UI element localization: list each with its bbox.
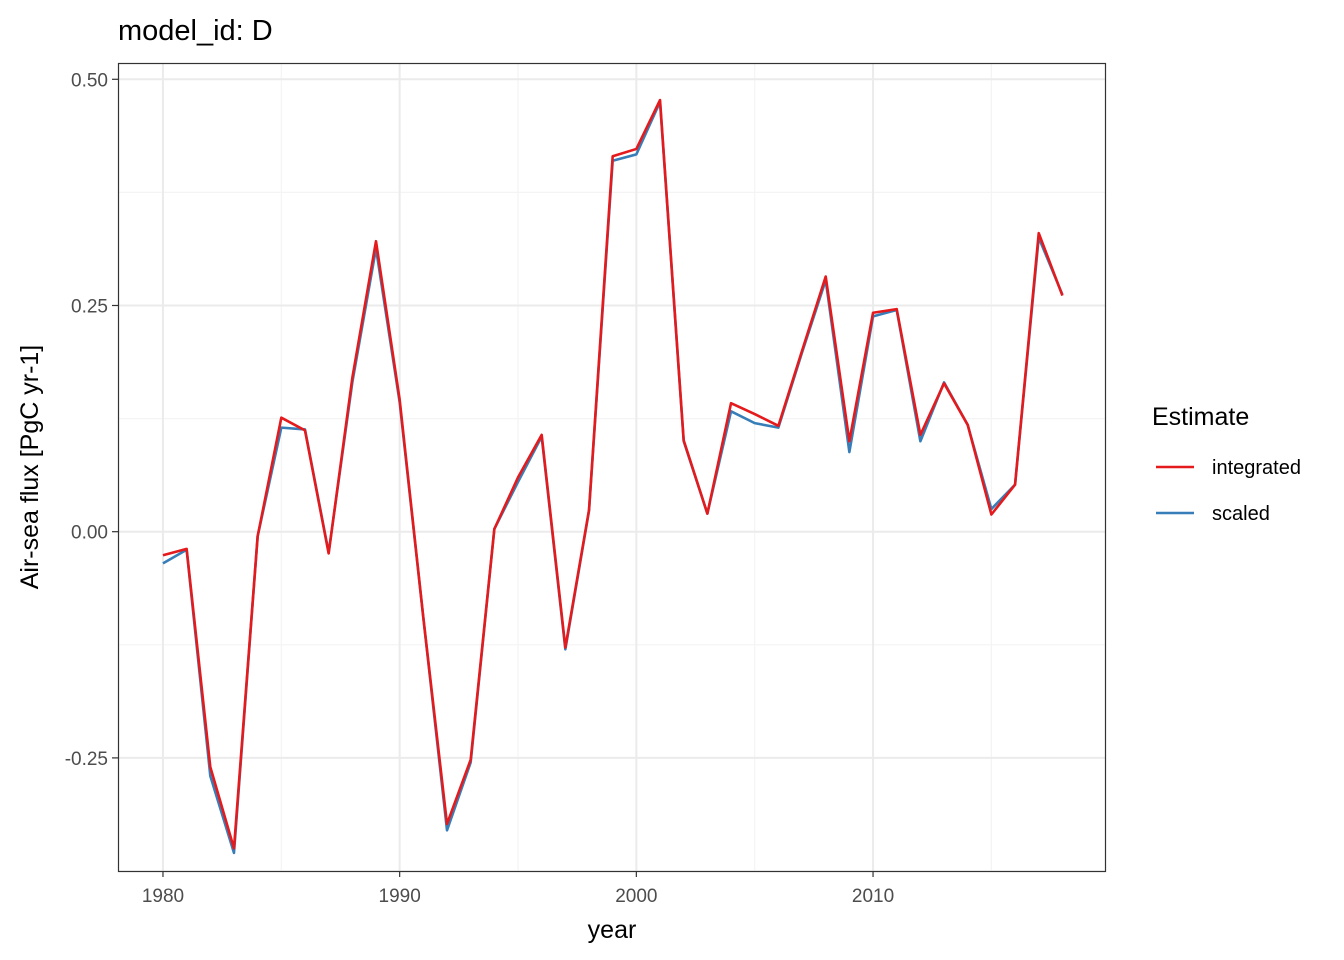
chart-title: model_id: D [118, 15, 273, 47]
legend-title: Estimate [1152, 403, 1249, 431]
panel-border [117, 62, 1107, 873]
x-tick-label: 1990 [379, 886, 421, 907]
legend-label-scaled: scaled [1212, 503, 1270, 525]
series-lines [162, 98, 1064, 855]
major-gridlines [118, 63, 1105, 871]
y-axis: 0.50 0.25 0.00 -0.25 [65, 70, 118, 770]
y-axis-title: Air-sea flux [PgC yr-1] [16, 345, 44, 590]
legend: Estimate integrated scaled [1152, 403, 1301, 525]
legend-entries: integrated scaled [1156, 457, 1301, 525]
x-tick-label: 1980 [142, 886, 184, 907]
y-tick-label: 0.50 [71, 70, 108, 91]
x-tick-label: 2000 [615, 886, 657, 907]
x-axis-title: year [588, 916, 637, 944]
legend-label-integrated: integrated [1212, 457, 1301, 479]
x-axis: 1980 1990 2000 2010 [142, 871, 894, 907]
series-line-scaled [162, 100, 1064, 855]
y-tick-label: -0.25 [65, 749, 108, 770]
x-tick-label: 2010 [852, 886, 894, 907]
y-tick-label: 0.00 [71, 523, 108, 544]
series-line-integrated [162, 98, 1064, 850]
y-tick-label: 0.25 [71, 296, 108, 317]
